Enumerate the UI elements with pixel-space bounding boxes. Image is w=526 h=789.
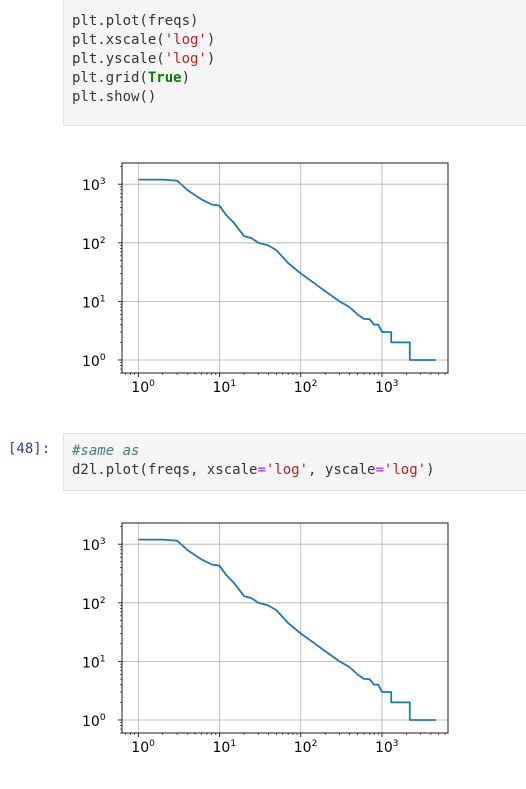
code-token: 'log': [266, 462, 308, 478]
code-token: True: [148, 70, 182, 86]
y-tick-label-exponent: 0: [100, 713, 106, 723]
y-tick-label: 101: [82, 654, 106, 671]
code-token: ): [426, 462, 434, 478]
code-token: plt.grid(: [72, 70, 148, 86]
code-token: 'log': [165, 51, 207, 67]
y-tick-label-base: 10: [82, 354, 100, 370]
x-tick-label-base: 10: [294, 740, 312, 756]
x-tick-label-base: 10: [131, 740, 149, 756]
code-line: d2l.plot(freqs, xscale='log', yscale='lo…: [72, 461, 526, 480]
y-tick-label-exponent: 2: [100, 236, 106, 246]
code-line: plt.plot(freqs): [72, 12, 526, 31]
x-tick-label: 102: [294, 379, 318, 396]
x-tick-label-base: 10: [375, 740, 393, 756]
y-tick-label-base: 10: [82, 714, 100, 730]
code-line: #same as: [72, 442, 526, 461]
y-tick-label: 100: [82, 353, 106, 370]
x-tick-label-base: 10: [131, 380, 149, 396]
x-tick-label-exponent: 1: [230, 379, 236, 389]
y-tick-label-exponent: 2: [100, 596, 106, 606]
code-line: plt.grid(True): [72, 69, 526, 88]
y-tick-label: 101: [82, 294, 106, 311]
x-tick-label-exponent: 1: [230, 739, 236, 749]
y-tick-label: 102: [82, 236, 106, 253]
code-token: ): [207, 51, 215, 67]
x-tick-label: 102: [294, 739, 318, 756]
cell-1-output-plot: 100 101 102 103 100 101 102 103: [63, 150, 463, 406]
y-tick-label: 103: [82, 177, 106, 194]
code-cell-1-input[interactable]: plt.plot(freqs) plt.xscale('log') plt.ysca…: [63, 0, 526, 126]
code-token: ): [182, 70, 190, 86]
x-tick-label-exponent: 2: [312, 739, 318, 749]
y-tick-label-base: 10: [82, 178, 100, 194]
y-tick-label-exponent: 1: [100, 294, 106, 304]
y-tick-label-exponent: 1: [100, 654, 106, 664]
code-cell-2-input[interactable]: #same as d2l.plot(freqs, xscale='log', ys…: [63, 433, 526, 491]
y-tick-label-base: 10: [82, 538, 100, 554]
code-token: ): [207, 32, 215, 48]
x-tick-label: 101: [213, 739, 237, 756]
code-line: plt.yscale('log'): [72, 50, 526, 69]
code-token: , yscale: [308, 462, 375, 478]
code-token: plt.show(): [72, 89, 156, 105]
x-tick-label: 100: [131, 379, 155, 396]
code-token: plt.plot(freqs): [72, 13, 198, 29]
cell-2-output-plot: 100 101 102 103 100 101 102 103: [63, 510, 463, 766]
x-tick-label-base: 10: [294, 380, 312, 396]
y-tick-label: 103: [82, 537, 106, 554]
x-tick-label-exponent: 0: [149, 739, 155, 749]
x-tick-label-exponent: 3: [393, 379, 399, 389]
x-tick-label-exponent: 3: [393, 739, 399, 749]
x-tick-label-exponent: 0: [149, 379, 155, 389]
y-tick-label: 102: [82, 596, 106, 613]
x-tick-label: 100: [131, 739, 155, 756]
freqs-series-line: [138, 180, 435, 360]
y-tick-label-exponent: 0: [100, 353, 106, 363]
x-tick-label: 103: [375, 739, 399, 756]
x-tick-label: 101: [213, 379, 237, 396]
code-token: #same as: [72, 443, 139, 459]
y-tick-label: 100: [82, 713, 106, 730]
y-tick-label-base: 10: [82, 597, 100, 613]
x-tick-label-base: 10: [375, 380, 393, 396]
y-tick-label-base: 10: [82, 237, 100, 253]
x-tick-label: 103: [375, 379, 399, 396]
code-token: plt.xscale(: [72, 32, 165, 48]
cell-2-prompt: [48]:: [8, 441, 50, 457]
code-token: =: [257, 462, 265, 478]
x-tick-label-exponent: 2: [312, 379, 318, 389]
code-line: plt.show(): [72, 88, 526, 107]
freqs-series-line: [138, 540, 435, 720]
y-tick-label-base: 10: [82, 655, 100, 671]
code-line: plt.xscale('log'): [72, 31, 526, 50]
code-token: 'log': [165, 32, 207, 48]
code-token: =: [375, 462, 383, 478]
code-token: d2l.plot(freqs, xscale: [72, 462, 257, 478]
x-tick-label-base: 10: [213, 380, 231, 396]
y-tick-label-base: 10: [82, 295, 100, 311]
y-tick-label-exponent: 3: [100, 177, 106, 187]
code-token: plt.yscale(: [72, 51, 165, 67]
y-tick-label-exponent: 3: [100, 537, 106, 547]
code-token: 'log': [384, 462, 426, 478]
x-tick-label-base: 10: [213, 740, 231, 756]
